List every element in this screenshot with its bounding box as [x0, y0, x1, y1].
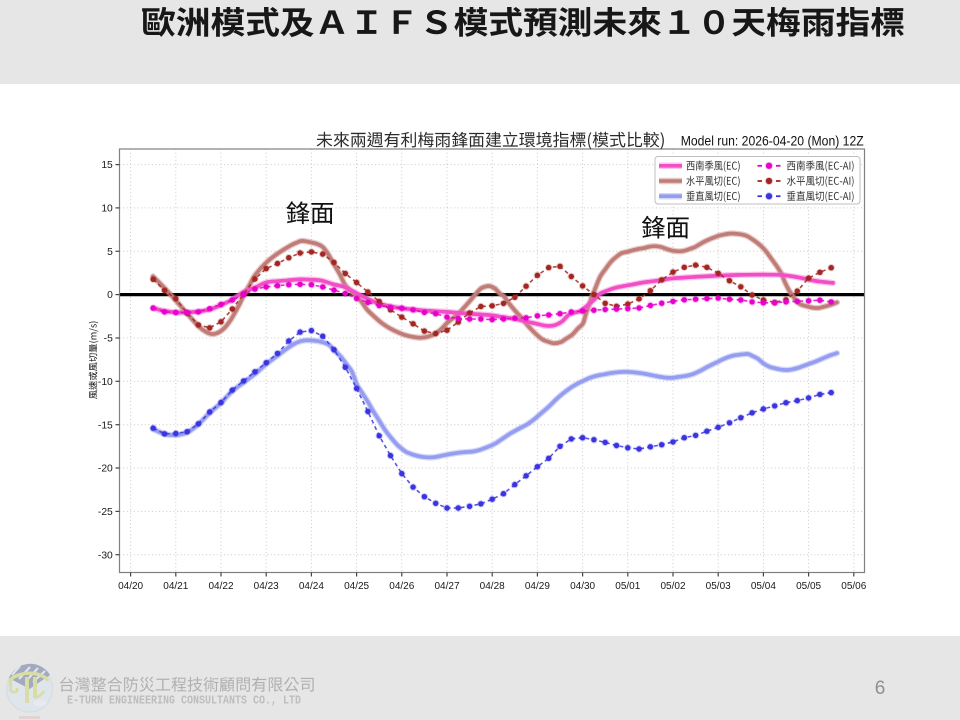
svg-text:04/23: 04/23	[254, 581, 279, 592]
svg-text:04/22: 04/22	[208, 581, 233, 592]
svg-text:04/30: 04/30	[570, 581, 595, 592]
svg-text:Model run: 2026-04-20 (Mon) 12: Model run: 2026-04-20 (Mon) 12Z	[681, 133, 864, 148]
svg-text:-15: -15	[98, 420, 113, 431]
svg-text:5: 5	[107, 247, 113, 258]
svg-text:0: 0	[107, 290, 113, 301]
svg-text:-5: -5	[104, 334, 113, 345]
svg-text:6: 6	[875, 678, 886, 699]
svg-text:E-TURN ENGINEERING CONSULTANTS: E-TURN ENGINEERING CONSULTANTS CO., LTD	[67, 695, 301, 708]
svg-text:04/24: 04/24	[299, 581, 324, 592]
svg-text:-30: -30	[98, 550, 113, 561]
svg-text:-25: -25	[98, 507, 113, 518]
svg-text:04/26: 04/26	[389, 581, 414, 592]
svg-text:04/25: 04/25	[344, 581, 369, 592]
svg-text:15: 15	[101, 160, 113, 171]
svg-text:05/05: 05/05	[796, 581, 821, 592]
svg-text:05/04: 05/04	[751, 581, 776, 592]
svg-text:10: 10	[101, 204, 113, 215]
svg-text:05/03: 05/03	[706, 581, 731, 592]
svg-text:05/02: 05/02	[660, 581, 685, 592]
svg-text:04/28: 04/28	[480, 581, 505, 592]
svg-text:05/06: 05/06	[841, 581, 866, 592]
svg-text:04/29: 04/29	[525, 581, 550, 592]
svg-text:05/01: 05/01	[615, 581, 640, 592]
svg-text:04/20: 04/20	[118, 581, 143, 592]
svg-text:04/27: 04/27	[434, 581, 459, 592]
svg-text:-20: -20	[98, 464, 113, 475]
svg-text:04/21: 04/21	[163, 581, 188, 592]
svg-text:-10: -10	[98, 377, 113, 388]
